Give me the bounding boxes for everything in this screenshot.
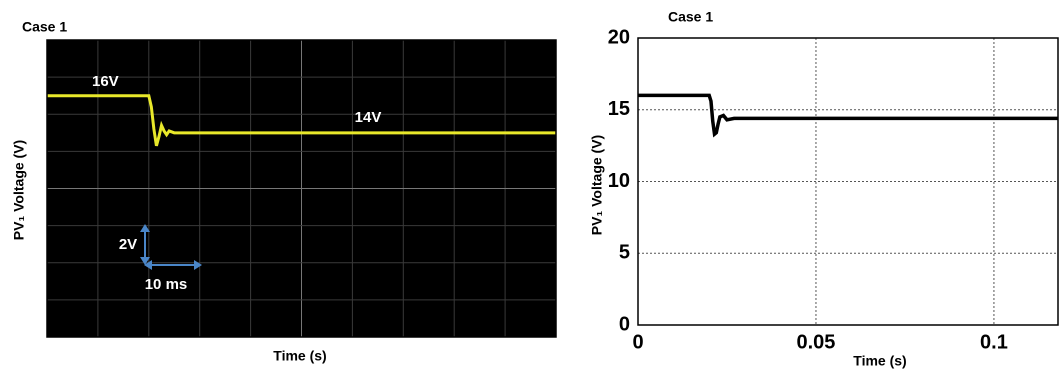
annotation: 14V <box>355 109 382 126</box>
x-axis-label: Time (s) <box>273 348 326 364</box>
y-tick-label: 0 <box>619 313 630 335</box>
y-tick-label: 10 <box>608 170 630 192</box>
annotation: 2V <box>119 236 137 253</box>
y-tick-label: 15 <box>608 98 630 120</box>
annotation: 10 ms <box>145 276 188 293</box>
y-tick-label: 5 <box>619 242 630 264</box>
figure: Case 1 Time (s) PV₁ Voltage (V) Case 1 T… <box>0 0 1060 371</box>
x-tick-label: 0.1 <box>980 331 1008 353</box>
y-axis-label: PV₁ Voltage (V) <box>11 140 27 240</box>
y-tick-label: 20 <box>608 26 630 48</box>
x-tick-label: 0 <box>632 331 643 353</box>
annotation: 16V <box>92 73 119 90</box>
chart-title: Case 1 <box>668 9 713 25</box>
x-tick-label: 0.05 <box>796 331 835 353</box>
chart-title: Case 1 <box>22 19 67 35</box>
y-axis-label: PV₁ Voltage (V) <box>589 135 605 235</box>
x-axis-label: Time (s) <box>853 353 906 369</box>
